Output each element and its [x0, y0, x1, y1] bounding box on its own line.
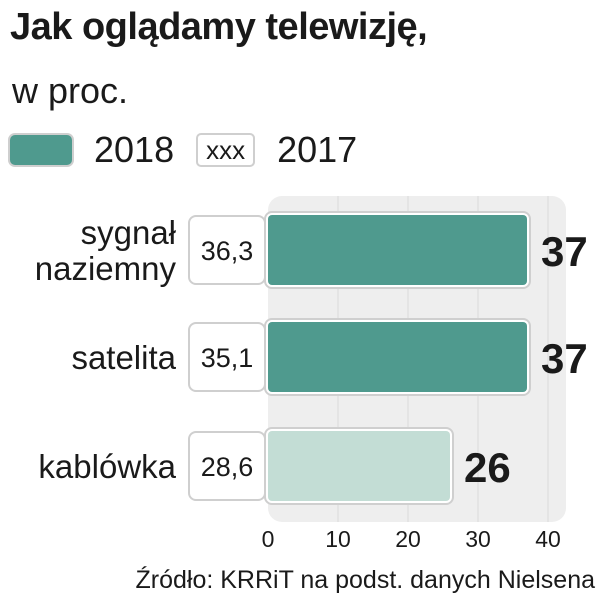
value-label-2018: 26: [464, 444, 511, 491]
source-note: Źródło: KRRiT na podst. danych Nielsena: [135, 566, 596, 594]
value-box-2017: [188, 322, 266, 392]
value-label-2017: 28,6: [201, 452, 254, 482]
legend: 2018 xxx 2017: [10, 129, 379, 170]
legend-swatch-2018: [10, 135, 72, 165]
bar-2018: [268, 431, 450, 501]
x-tick-label: 30: [465, 526, 491, 552]
category-label: kablówka: [38, 448, 176, 485]
bar-2018: [268, 322, 527, 392]
value-box-2017: [188, 215, 266, 285]
value-label-2017: 36,3: [201, 236, 254, 266]
x-tick-label: 20: [395, 526, 421, 552]
category-label: sygnał: [81, 214, 177, 251]
value-box-2017: [188, 431, 266, 501]
x-tick-label: 10: [325, 526, 351, 552]
category-label: naziemny: [35, 250, 177, 287]
chart-title: Jak oglądamy telewizję,: [10, 6, 428, 48]
x-tick-label: 40: [535, 526, 561, 552]
value-label-2017: 35,1: [201, 343, 254, 373]
value-label-2018: 37: [541, 335, 588, 382]
x-tick-label: 0: [262, 526, 275, 552]
legend-label-2017: 2017: [277, 129, 358, 170]
legend-label-2018: 2018: [94, 129, 175, 170]
chart-subtitle: w proc.: [12, 70, 129, 111]
bar-2018: [268, 215, 527, 285]
legend-box-2017: xxx: [196, 133, 256, 167]
category-label: satelita: [71, 339, 176, 376]
value-label-2018: 37: [541, 228, 588, 275]
